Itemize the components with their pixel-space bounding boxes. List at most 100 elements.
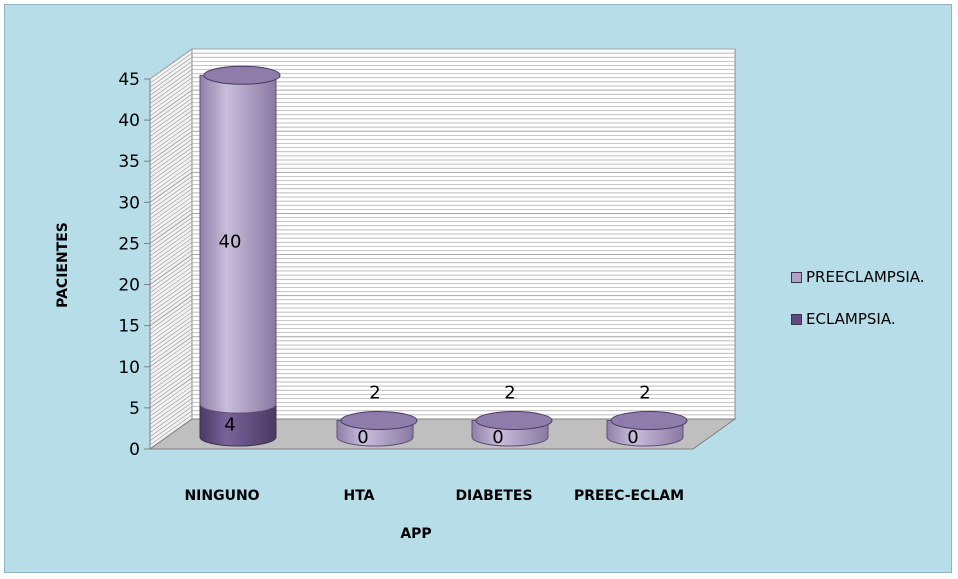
y-tick-label: 25 xyxy=(118,234,140,254)
y-tick-label: 0 xyxy=(129,440,140,460)
gridline-side xyxy=(149,171,193,203)
gridline-side xyxy=(149,56,193,88)
y-tick-label: 35 xyxy=(118,152,140,172)
gridline-side xyxy=(149,163,193,195)
gridline-side xyxy=(149,389,193,421)
x-axis-title: APP xyxy=(400,526,431,542)
gridline-side xyxy=(149,52,193,84)
legend-swatch-preeclampsia xyxy=(791,271,802,283)
gridline-side xyxy=(149,221,193,252)
gridline-side xyxy=(149,69,193,100)
data-label-eclampsia: 0 xyxy=(627,427,638,448)
gridline-side xyxy=(149,398,193,429)
gridline-side xyxy=(149,196,193,228)
gridline-side xyxy=(149,287,193,318)
gridline-side xyxy=(149,85,193,117)
x-category-label: HTA xyxy=(343,488,374,504)
gridline-side xyxy=(149,381,193,413)
gridline-side xyxy=(149,336,193,368)
bar-preeclampsia xyxy=(199,74,277,414)
gridline-side xyxy=(149,130,193,162)
gridline-side xyxy=(149,266,193,298)
gridline-side xyxy=(149,352,193,384)
data-label-preeclampsia: 2 xyxy=(369,383,380,404)
y-tick-label: 10 xyxy=(118,358,140,378)
legend-label-preeclampsia: PREECLAMPSIA. xyxy=(806,268,925,286)
gridline-side xyxy=(149,385,193,417)
gridline-side xyxy=(149,320,193,351)
y-tick-label: 40 xyxy=(118,111,140,131)
gridline-side xyxy=(149,89,193,121)
gridline-side xyxy=(149,414,193,446)
gridline-side xyxy=(149,143,193,174)
legend-swatch-eclampsia xyxy=(791,313,802,325)
data-label-preeclampsia: 2 xyxy=(639,383,650,404)
gridline-side xyxy=(149,184,193,215)
legend-item-eclampsia: ECLAMPSIA. xyxy=(791,309,925,329)
gridline-side xyxy=(149,188,193,220)
gridline-side xyxy=(149,155,193,187)
gridline-side xyxy=(149,213,193,244)
gridline-side xyxy=(149,118,193,150)
gridline-side xyxy=(149,299,193,331)
gridline-side xyxy=(149,151,193,183)
gridline-side xyxy=(149,365,193,396)
data-label-preeclampsia: 40 xyxy=(219,232,242,253)
gridline-side xyxy=(149,229,193,261)
gridline-side xyxy=(149,369,193,400)
gridline-side xyxy=(149,233,193,265)
gridline-side xyxy=(149,311,193,343)
gridline-side xyxy=(149,274,193,306)
gridline-side xyxy=(149,114,193,146)
gridline-side xyxy=(149,200,193,232)
gridline-side xyxy=(149,361,193,392)
gridline-side xyxy=(149,106,193,137)
gridline-side xyxy=(149,81,193,113)
gridline-side xyxy=(149,328,193,359)
gridline-side xyxy=(149,394,193,425)
gridline-side xyxy=(149,295,193,327)
gridline-side xyxy=(149,357,193,388)
chart-frame: 0 5 10 15 20 25 30 35 40 45 PACIENTES APP NINGUNO 40 4… xyxy=(4,4,952,573)
gridline-side xyxy=(149,262,193,294)
gridline-side xyxy=(149,225,193,257)
gridline-side xyxy=(149,77,193,109)
gridline-side xyxy=(149,307,193,339)
x-category-label: PREEC-ECLAM xyxy=(574,488,684,504)
gridline-side xyxy=(149,324,193,355)
gridline-side xyxy=(149,65,193,96)
gridline-side xyxy=(149,340,193,372)
gridline-side xyxy=(149,139,193,170)
gridline-side xyxy=(149,258,193,289)
gridline-side xyxy=(149,176,193,207)
bar-chart-3d: 051015202530354045PACIENTESAPPNINGUNO404… xyxy=(55,48,737,542)
gridline-side xyxy=(149,278,193,310)
bar-eclampsia xyxy=(199,403,277,447)
gridline-side xyxy=(149,48,193,80)
gridline-side xyxy=(149,283,193,314)
data-label-eclampsia: 4 xyxy=(224,415,235,436)
gridline-side xyxy=(149,217,193,248)
bar-top-cap xyxy=(475,411,553,431)
y-tick-label: 5 xyxy=(129,399,140,419)
gridline-side xyxy=(149,204,193,236)
gridline-side xyxy=(149,126,193,158)
data-label-eclampsia: 0 xyxy=(492,427,503,448)
gridline-side xyxy=(149,406,193,437)
gridline-side xyxy=(149,303,193,335)
data-label-eclampsia: 0 xyxy=(357,427,368,448)
gridline-side xyxy=(149,315,193,347)
gridline-side xyxy=(149,61,193,92)
gridline-side xyxy=(149,332,193,363)
gridline-side xyxy=(149,246,193,277)
y-tick-label: 20 xyxy=(118,276,140,296)
gridline-side xyxy=(149,291,193,322)
gridline-side xyxy=(149,410,193,442)
gridline-side xyxy=(149,159,193,191)
y-axis-title: PACIENTES xyxy=(55,222,71,308)
gridline-side xyxy=(149,237,193,269)
gridline-side xyxy=(149,167,193,199)
gridline-side xyxy=(149,377,193,409)
data-label-preeclampsia: 2 xyxy=(504,383,515,404)
gridline-side xyxy=(149,192,193,224)
